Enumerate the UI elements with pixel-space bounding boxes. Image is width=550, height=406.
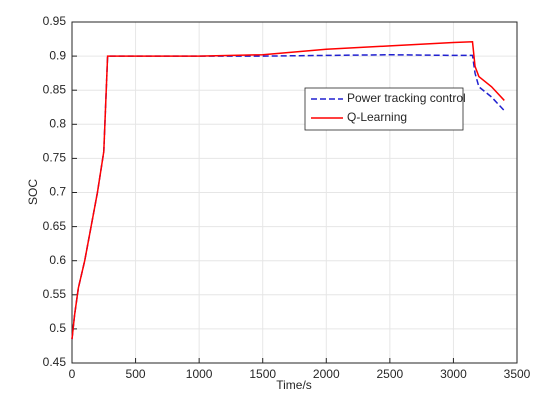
legend-box — [304, 87, 464, 131]
y-tick-label: 0.85 — [43, 82, 67, 96]
y-tick-label: 0.95 — [43, 14, 67, 28]
y-tick-label: 0.45 — [43, 355, 67, 369]
y-tick-label: 0.8 — [49, 116, 66, 130]
x-tick-label: 3500 — [504, 367, 531, 381]
x-tick-label: 0 — [69, 367, 76, 381]
legend-label: Power tracking control — [347, 91, 466, 105]
y-tick-label: 0.65 — [43, 219, 67, 233]
y-tick-label: 0.9 — [49, 48, 66, 62]
legend-label: Q-Learning — [347, 110, 407, 124]
y-tick-label: 0.7 — [49, 185, 66, 199]
x-tick-label: 2000 — [313, 367, 340, 381]
y-tick-label: 0.6 — [49, 253, 66, 267]
y-tick-label: 0.5 — [49, 321, 66, 335]
axes-box — [71, 21, 518, 364]
y-tick-label: 0.55 — [43, 287, 67, 301]
series-line — [71, 41, 505, 340]
x-axis-label: Time/s — [276, 378, 312, 392]
x-tick-label: 3000 — [440, 367, 467, 381]
x-tick-label: 1000 — [186, 367, 213, 381]
x-tick-label: 2500 — [377, 367, 404, 381]
x-tick-label: 1500 — [249, 367, 276, 381]
y-axis-label: SOC — [26, 179, 40, 205]
y-tick-label: 0.75 — [43, 151, 67, 165]
x-tick-label: 500 — [126, 367, 146, 381]
